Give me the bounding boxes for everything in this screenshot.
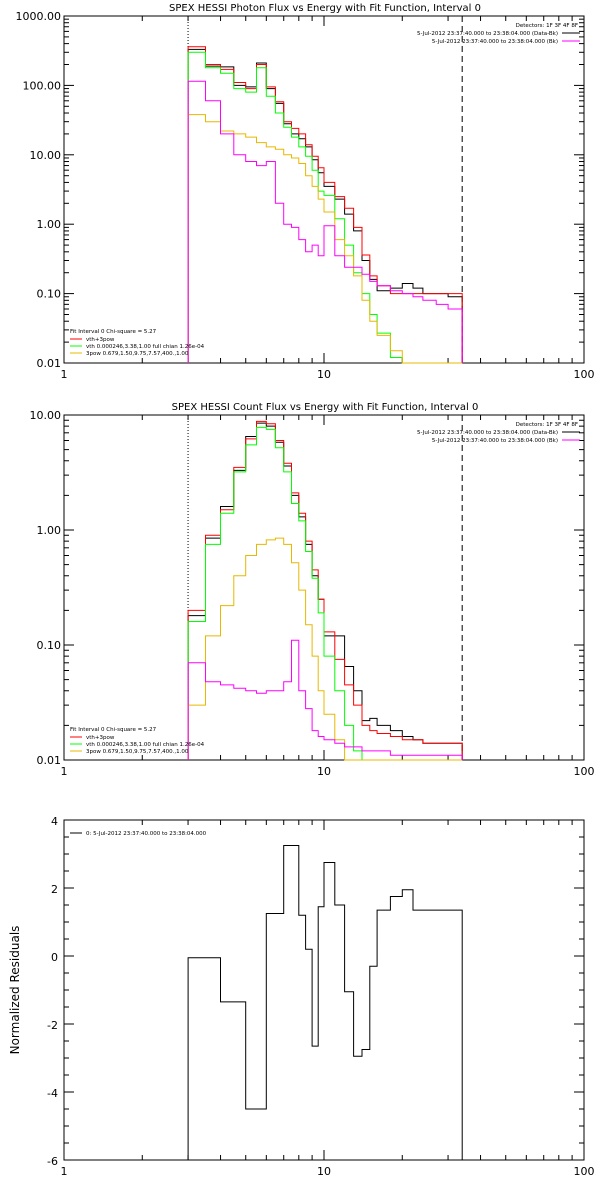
photon-series-3pow [187, 114, 463, 364]
count-legend-vth: vth 0.000246,3.38,1.00 full chian 1.26e-… [86, 742, 205, 748]
residuals-xtick-label: 100 [574, 1165, 595, 1178]
photon-xtick-label: 10 [317, 368, 331, 381]
photon-ytick-label: 1000.00 [16, 10, 62, 23]
count-series [187, 420, 463, 761]
count-series-bk [187, 639, 463, 760]
count-legend-right: Detectors: 1F 3F 4F 8F 5-Jul-2012 23:37:… [417, 422, 580, 444]
photon-axes: 1 10 100 1000.00 100.00 10.00 1.00 0.10 0.01 [16, 10, 595, 381]
count-legend-bk: 5-Jul-2012 23:37:40.000 to 23:38:04.000 … [432, 438, 558, 444]
count-ytick-label: 0.01 [37, 754, 62, 767]
photon-xtick-label: 1 [61, 368, 68, 381]
count-fit-header: Fit Interval 0 Chi-square = 5.27 [70, 727, 157, 733]
count-legend-left: Fit Interval 0 Chi-square = 5.27 vth+3po… [70, 727, 205, 755]
photon-fit-header: Fit Interval 0 Chi-square = 5.27 [70, 329, 157, 335]
count-ytick-label: 0.10 [37, 639, 62, 652]
photon-legend-bk: 5-Jul-2012 23:37:40.000 to 23:38:04.000 … [432, 39, 558, 45]
count-series-3pow [187, 537, 463, 761]
residuals-ytick-label: -6 [47, 1155, 58, 1168]
count-legend-data-bk: 5-Jul-2012 23:37:40.000 to 23:38:04.000 … [417, 430, 558, 436]
photon-series-vth [187, 51, 463, 364]
photon-panel-title: SPEX HESSI Photon Flux vs Energy with Fi… [169, 3, 481, 14]
count-xtick-label: 10 [317, 765, 331, 778]
count-panel-title: SPEX HESSI Count Flux vs Energy with Fit… [172, 402, 479, 413]
residuals-series-0 [187, 845, 463, 1160]
residuals-ytick-label: -4 [47, 1087, 58, 1100]
photon-ytick-label: 10.00 [30, 149, 62, 162]
count-series-data-bk [187, 422, 463, 760]
count-detectors-label: Detectors: 1F 3F 4F 8F [516, 422, 578, 428]
photon-legend-vth3pow: vth+3pow [86, 337, 115, 343]
photon-flux-panel: SPEX HESSI Photon Flux vs Energy with Fi… [16, 3, 595, 381]
count-legend-3pow: 3pow 0.679,1.50,9.75,7.57,400.,1.00 [86, 749, 189, 755]
photon-series-bk [187, 80, 463, 363]
residuals-panel: Normalized Residuals 1 10 100 4 2 0 -2 -4 -6 0: … [8, 815, 595, 1178]
count-legend-vth3pow: vth+3pow [86, 735, 115, 741]
residuals-legend: 0: 5-Jul-2012 23:37:40.000 to 23:38:04.0… [70, 831, 207, 837]
photon-legend-left: Fit Interval 0 Chi-square = 5.27 vth+3po… [70, 329, 205, 357]
count-ytick-label: 1.00 [37, 524, 62, 537]
count-flux-panel: SPEX HESSI Count Flux vs Energy with Fit… [30, 402, 595, 778]
residuals-legend-label: 0: 5-Jul-2012 23:37:40.000 to 23:38:04.0… [86, 831, 207, 837]
residuals-ytick-label: 4 [51, 815, 58, 828]
photon-legend-vth: vth 0.000246,3.38,1.00 full chian 1.26e-… [86, 344, 205, 350]
photon-ytick-label: 0.10 [37, 288, 62, 301]
residuals-series [187, 845, 463, 1160]
photon-detectors-label: Detectors: 1F 3F 4F 8F [516, 23, 578, 29]
photon-legend-data-bk: 5-Jul-2012 23:37:40.000 to 23:38:04.000 … [417, 31, 558, 37]
count-ytick-label: 10.00 [30, 409, 62, 422]
residuals-axes: 1 10 100 4 2 0 -2 -4 -6 [47, 815, 594, 1178]
count-series-vth [187, 426, 463, 761]
count-series-vth-3pow [187, 420, 463, 760]
photon-series [187, 46, 463, 364]
photon-ytick-label: 100.00 [23, 79, 62, 92]
photon-legend-right: Detectors: 1F 3F 4F 8F 5-Jul-2012 23:37:… [417, 23, 580, 45]
photon-ytick-label: 0.01 [37, 357, 62, 370]
photon-series-vth-3pow [187, 46, 463, 363]
count-xtick-label: 100 [574, 765, 595, 778]
photon-ytick-label: 1.00 [37, 218, 62, 231]
photon-xtick-label: 100 [574, 368, 595, 381]
count-xtick-label: 1 [61, 765, 68, 778]
residuals-ytick-label: 0 [51, 951, 58, 964]
photon-series-data-bk [187, 48, 463, 363]
residuals-ytick-label: -2 [47, 1019, 58, 1032]
photon-legend-3pow: 3pow 0.679,1.50,9.75,7.57,400.,1.00 [86, 351, 189, 357]
residuals-ytick-label: 2 [51, 883, 58, 896]
photon-plot-frame [63, 15, 585, 364]
residuals-xtick-label: 1 [61, 1165, 68, 1178]
residuals-xtick-label: 10 [317, 1165, 331, 1178]
residuals-y-axis-label: Normalized Residuals [8, 926, 22, 1055]
